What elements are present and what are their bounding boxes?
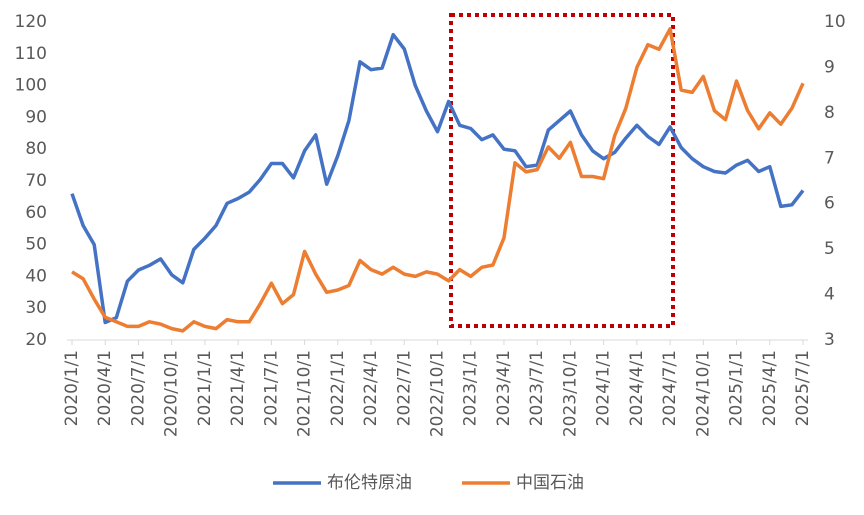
x-tick-label: 2022/10/1 xyxy=(428,350,448,437)
y-tick-label: 120 xyxy=(15,12,47,32)
y2-tick-label: 9 xyxy=(824,57,835,77)
x-tick-label: 2025/4/1 xyxy=(760,350,780,426)
y2-tick-label: 3 xyxy=(824,330,835,350)
x-tick-label: 2020/7/1 xyxy=(128,350,148,426)
y-tick-label: 20 xyxy=(25,330,47,350)
x-tick-label: 2025/1/1 xyxy=(727,350,747,426)
legend-label: 中国石油 xyxy=(516,473,584,493)
y-tick-label: 70 xyxy=(25,171,47,191)
legend-label: 布伦特原油 xyxy=(327,473,412,493)
series-line xyxy=(71,27,805,333)
x-tick-label: 2021/1/1 xyxy=(195,350,215,426)
y-tick-label: 100 xyxy=(15,76,47,96)
series-line xyxy=(70,32,805,325)
y-tick-label: 50 xyxy=(25,235,47,255)
x-tick-label: 2022/7/1 xyxy=(394,350,414,426)
x-tick-label: 2023/10/1 xyxy=(560,350,580,437)
y2-tick-label: 8 xyxy=(824,103,835,123)
x-tick-label: 2022/1/1 xyxy=(328,350,348,426)
x-tick-label: 2020/10/1 xyxy=(162,350,182,437)
highlight-box xyxy=(449,13,675,328)
x-tick-label: 2024/1/1 xyxy=(594,350,614,426)
y2-tick-label: 10 xyxy=(824,12,846,32)
y2-tick-label: 5 xyxy=(824,239,835,259)
y-tick-label: 60 xyxy=(25,203,47,223)
y-tick-label: 40 xyxy=(25,266,47,286)
y2-tick-label: 4 xyxy=(824,285,835,305)
x-tick-label: 2021/10/1 xyxy=(295,350,315,437)
y-tick-label: 90 xyxy=(25,107,47,127)
x-tick-label: 2023/7/1 xyxy=(527,350,547,426)
x-tick-label: 2024/4/1 xyxy=(627,350,647,426)
x-tick-label: 2021/4/1 xyxy=(228,350,248,426)
y2-tick-label: 7 xyxy=(824,148,835,168)
x-tick-label: 2023/4/1 xyxy=(494,350,514,426)
x-tick-label: 2020/4/1 xyxy=(95,350,115,426)
x-tick-label: 2025/7/1 xyxy=(793,350,813,426)
y-tick-label: 110 xyxy=(15,44,47,64)
x-tick-label: 2024/7/1 xyxy=(660,350,680,426)
x-tick-label: 2021/7/1 xyxy=(261,350,281,426)
x-tick-label: 2024/10/1 xyxy=(693,350,713,437)
y2-tick-label: 6 xyxy=(824,194,835,214)
x-tick-label: 2023/1/1 xyxy=(461,350,481,426)
x-tick-label: 2022/4/1 xyxy=(361,350,381,426)
y-tick-label: 30 xyxy=(25,298,47,318)
y-tick-label: 80 xyxy=(25,139,47,159)
x-tick-label: 2020/1/1 xyxy=(62,350,82,426)
